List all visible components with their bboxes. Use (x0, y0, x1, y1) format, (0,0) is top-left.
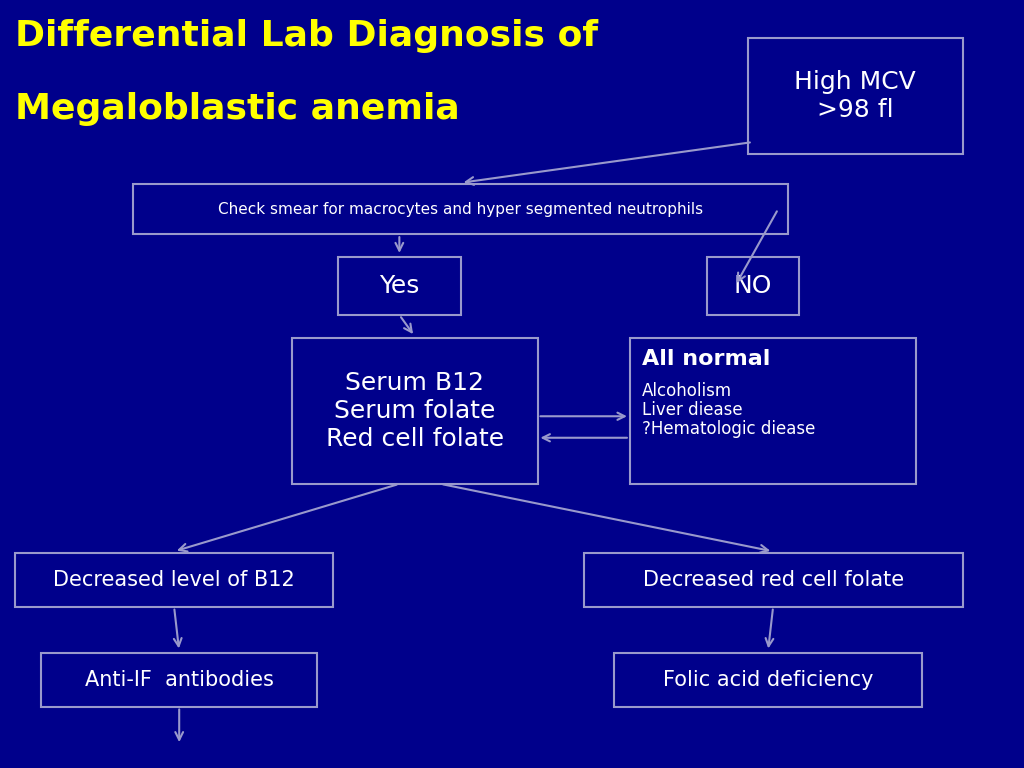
Text: Decreased level of B12: Decreased level of B12 (53, 570, 295, 590)
Text: All normal: All normal (642, 349, 770, 369)
FancyBboxPatch shape (133, 184, 788, 234)
FancyBboxPatch shape (338, 257, 461, 315)
FancyBboxPatch shape (748, 38, 963, 154)
Text: Alcoholism: Alcoholism (642, 382, 732, 399)
Text: Folic acid deficiency: Folic acid deficiency (663, 670, 873, 690)
FancyBboxPatch shape (15, 553, 333, 607)
FancyBboxPatch shape (614, 653, 922, 707)
FancyBboxPatch shape (292, 338, 538, 484)
Text: Liver diease: Liver diease (642, 401, 742, 419)
Text: Megaloblastic anemia: Megaloblastic anemia (15, 92, 460, 126)
Text: Anti-IF  antibodies: Anti-IF antibodies (85, 670, 273, 690)
FancyBboxPatch shape (584, 553, 963, 607)
Text: Differential Lab Diagnosis of: Differential Lab Diagnosis of (15, 19, 598, 53)
Text: High MCV
>98 fl: High MCV >98 fl (795, 70, 915, 122)
FancyBboxPatch shape (630, 338, 916, 484)
Text: Yes: Yes (379, 274, 420, 298)
Text: Decreased red cell folate: Decreased red cell folate (642, 570, 904, 590)
Text: Check smear for macrocytes and hyper segmented neutrophils: Check smear for macrocytes and hyper seg… (218, 202, 703, 217)
FancyBboxPatch shape (707, 257, 799, 315)
Text: ?Hematologic diease: ?Hematologic diease (642, 420, 815, 438)
Text: NO: NO (733, 274, 772, 298)
Text: Serum B12
Serum folate
Red cell folate: Serum B12 Serum folate Red cell folate (326, 371, 504, 451)
FancyBboxPatch shape (41, 653, 317, 707)
